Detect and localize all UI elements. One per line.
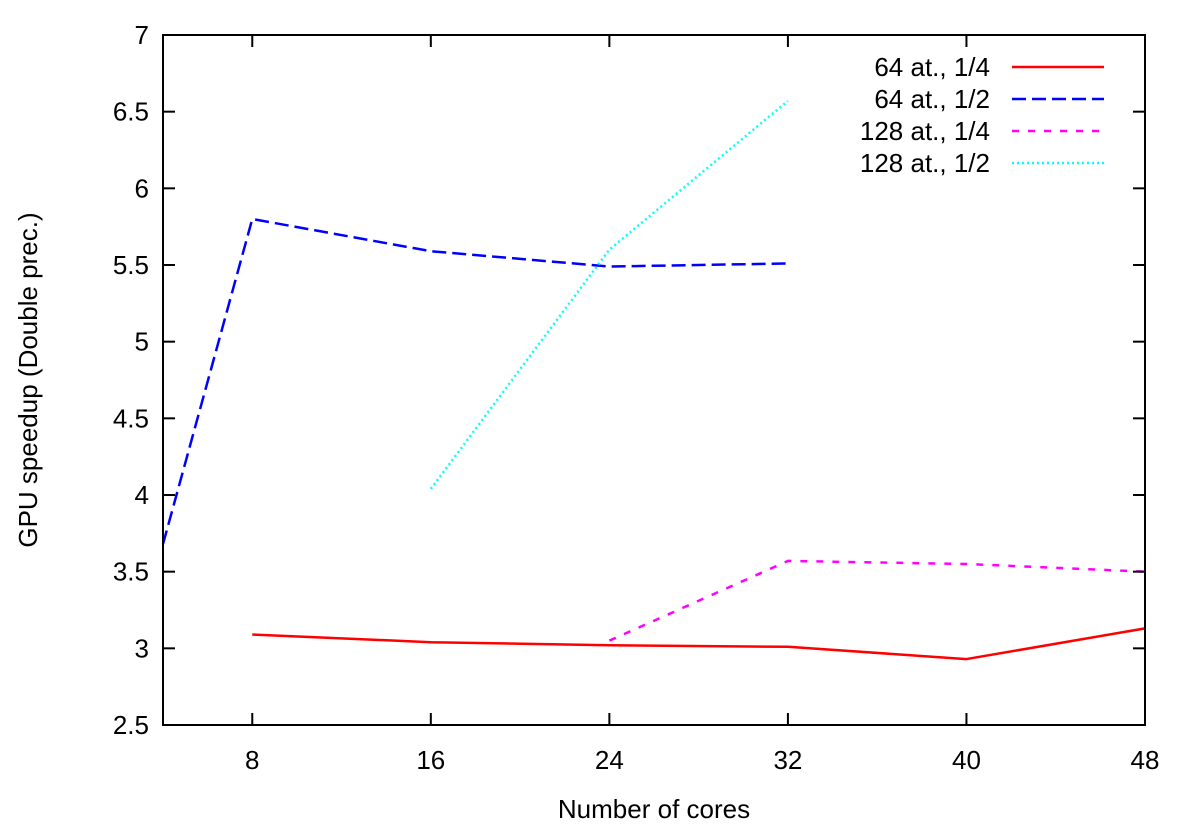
y-axis-title: GPU speedup (Double prec.)	[13, 212, 43, 547]
x-tick-label: 8	[245, 745, 259, 775]
ticks-layer: 2.5 3 3.5 4 4.5 5 5.5 6 6.5 7 8 16 24 32 40 48	[113, 20, 1160, 775]
plot-frame	[162, 34, 1146, 726]
series-line-3	[608, 559, 1146, 642]
x-axis-title: Number of cores	[558, 794, 750, 824]
y-tick-label: 4	[135, 480, 149, 510]
x-tick-label: 16	[416, 745, 445, 775]
series-line-2	[161, 217, 788, 545]
y-tick-label: 7	[135, 20, 149, 50]
y-tick-label: 3	[135, 633, 149, 663]
legend-label: 64 at., 1/2	[874, 84, 990, 114]
x-tick-label: 24	[595, 745, 624, 775]
y-tick-label: 2.5	[113, 710, 149, 740]
y-tick-label: 5.5	[113, 250, 149, 280]
x-tick-label: 32	[773, 745, 802, 775]
x-tick-label: 40	[952, 745, 981, 775]
series-line-1	[252, 627, 1146, 661]
series-layer	[161, 99, 1146, 661]
y-tick-label: 6	[135, 173, 149, 203]
legend-label: 128 at., 1/4	[860, 116, 990, 146]
y-tick-label: 5	[135, 327, 149, 357]
y-tick-label: 6.5	[113, 97, 149, 127]
y-tick-label: 3.5	[113, 557, 149, 587]
axes-layer	[162, 34, 1146, 726]
x-tick-label: 48	[1131, 745, 1160, 775]
legend-label: 128 at., 1/2	[860, 148, 990, 178]
legend-label: 64 at., 1/4	[874, 52, 990, 82]
y-tick-label: 4.5	[113, 403, 149, 433]
series-line-4	[429, 99, 789, 490]
